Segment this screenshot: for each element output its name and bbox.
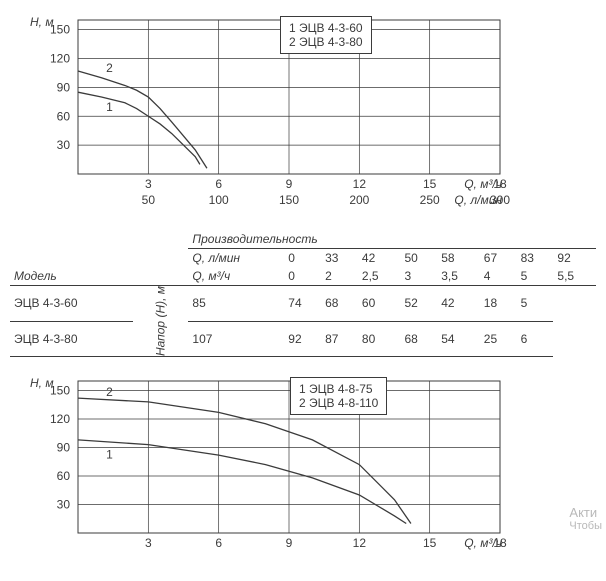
table-cell: 92 bbox=[284, 321, 321, 357]
svg-text:Q, м³/ч: Q, м³/ч bbox=[464, 536, 502, 550]
table-cell: 107 bbox=[188, 321, 284, 357]
table-cell: 80 bbox=[358, 321, 401, 357]
legend-item: 2 ЭЦВ 4-3-80 bbox=[289, 35, 363, 49]
svg-text:3: 3 bbox=[145, 536, 152, 550]
svg-text:2: 2 bbox=[106, 61, 113, 75]
q-m3h-label: Q, м³/ч bbox=[188, 267, 284, 286]
chart-1-legend: 1 ЭЦВ 4-3-602 ЭЦВ 4-3-80 bbox=[280, 16, 372, 54]
watermark: Акти Чтобы bbox=[569, 505, 602, 532]
svg-text:120: 120 bbox=[50, 412, 70, 426]
svg-text:2: 2 bbox=[106, 385, 113, 399]
svg-text:Q, л/мин: Q, л/мин bbox=[454, 193, 502, 207]
svg-text:Н, м: Н, м bbox=[30, 376, 54, 390]
svg-text:90: 90 bbox=[57, 441, 71, 455]
row-model-1: ЭЦВ 4-3-60Напор (Н), м857468605242185 bbox=[10, 286, 596, 322]
model-name: ЭЦВ 4-3-80 bbox=[10, 321, 133, 357]
chart-1: 30609012015036912151850100150200250300Н,… bbox=[10, 10, 596, 220]
svg-text:250: 250 bbox=[420, 193, 440, 207]
legend-item: 1 ЭЦВ 4-8-75 bbox=[299, 382, 378, 396]
svg-text:6: 6 bbox=[215, 536, 222, 550]
svg-text:Q, м³/ч: Q, м³/ч bbox=[464, 177, 502, 191]
table-cell: 58 bbox=[437, 249, 480, 268]
chart-1-svg: 30609012015036912151850100150200250300Н,… bbox=[10, 10, 510, 220]
table-cell: 42 bbox=[437, 286, 480, 322]
table-cell: 87 bbox=[321, 321, 358, 357]
table-cell: 25 bbox=[480, 321, 517, 357]
table-cell: 5,5 bbox=[553, 267, 596, 286]
table-cell: 6 bbox=[517, 321, 554, 357]
table-cell: 3,5 bbox=[437, 267, 480, 286]
svg-text:30: 30 bbox=[57, 498, 71, 512]
table-cell: 60 bbox=[358, 286, 401, 322]
svg-text:12: 12 bbox=[353, 177, 367, 191]
svg-text:1: 1 bbox=[106, 448, 113, 462]
watermark-line2: Чтобы bbox=[569, 520, 602, 532]
table-cell: 50 bbox=[400, 249, 437, 268]
model-header: Модель bbox=[10, 230, 133, 286]
table-cell: 18 bbox=[480, 286, 517, 322]
svg-text:90: 90 bbox=[57, 80, 71, 94]
legend-item: 2 ЭЦВ 4-8-110 bbox=[299, 396, 378, 410]
chart-2: 306090120150369121518Н, мQ, м³/ч12 1 ЭЦВ… bbox=[10, 371, 596, 561]
table-cell: 67 bbox=[480, 249, 517, 268]
table-cell: 4 bbox=[480, 267, 517, 286]
table-cell: 0 bbox=[284, 267, 321, 286]
watermark-line1: Акти bbox=[569, 505, 602, 520]
table-cell: 74 bbox=[284, 286, 321, 322]
chart-2-legend: 1 ЭЦВ 4-8-752 ЭЦВ 4-8-110 bbox=[290, 377, 387, 415]
table-cell: 85 bbox=[188, 286, 284, 322]
svg-text:200: 200 bbox=[349, 193, 369, 207]
chart-2-svg: 306090120150369121518Н, мQ, м³/ч12 bbox=[10, 371, 510, 561]
performance-table: Модель Производительность Q, л/мин033425… bbox=[10, 230, 596, 357]
svg-text:60: 60 bbox=[57, 109, 71, 123]
table-cell: 54 bbox=[437, 321, 480, 357]
row-model-2: ЭЦВ 4-3-80 1079287806854256 bbox=[10, 321, 596, 357]
svg-text:15: 15 bbox=[423, 177, 437, 191]
svg-text:50: 50 bbox=[142, 193, 156, 207]
table-cell: 5 bbox=[517, 267, 554, 286]
model-name: ЭЦВ 4-3-60 bbox=[10, 286, 133, 322]
legend-item: 1 ЭЦВ 4-3-60 bbox=[289, 21, 363, 35]
svg-text:Н, м: Н, м bbox=[30, 15, 54, 29]
svg-text:1: 1 bbox=[106, 100, 113, 114]
napor-label: Напор (Н), м bbox=[133, 286, 188, 357]
svg-text:12: 12 bbox=[353, 536, 367, 550]
svg-text:120: 120 bbox=[50, 52, 70, 66]
svg-text:100: 100 bbox=[209, 193, 229, 207]
svg-text:30: 30 bbox=[57, 138, 71, 152]
svg-text:6: 6 bbox=[215, 177, 222, 191]
performance-header: Производительность bbox=[188, 230, 596, 249]
svg-text:15: 15 bbox=[423, 536, 437, 550]
table-cell: 3 bbox=[400, 267, 437, 286]
table-cell: 2 bbox=[321, 267, 358, 286]
table-cell: 68 bbox=[321, 286, 358, 322]
svg-text:60: 60 bbox=[57, 469, 71, 483]
svg-text:9: 9 bbox=[286, 177, 293, 191]
table-cell: 0 bbox=[284, 249, 321, 268]
table-cell: 52 bbox=[400, 286, 437, 322]
table-cell: 42 bbox=[358, 249, 401, 268]
table-cell: 92 bbox=[553, 249, 596, 268]
table-cell: 5 bbox=[517, 286, 554, 322]
table-cell: 2,5 bbox=[358, 267, 401, 286]
svg-text:150: 150 bbox=[279, 193, 299, 207]
svg-text:9: 9 bbox=[286, 536, 293, 550]
svg-text:3: 3 bbox=[145, 177, 152, 191]
table-cell: 68 bbox=[400, 321, 437, 357]
table-cell: 83 bbox=[517, 249, 554, 268]
q-lmin-label: Q, л/мин bbox=[188, 249, 284, 268]
table-cell: 33 bbox=[321, 249, 358, 268]
